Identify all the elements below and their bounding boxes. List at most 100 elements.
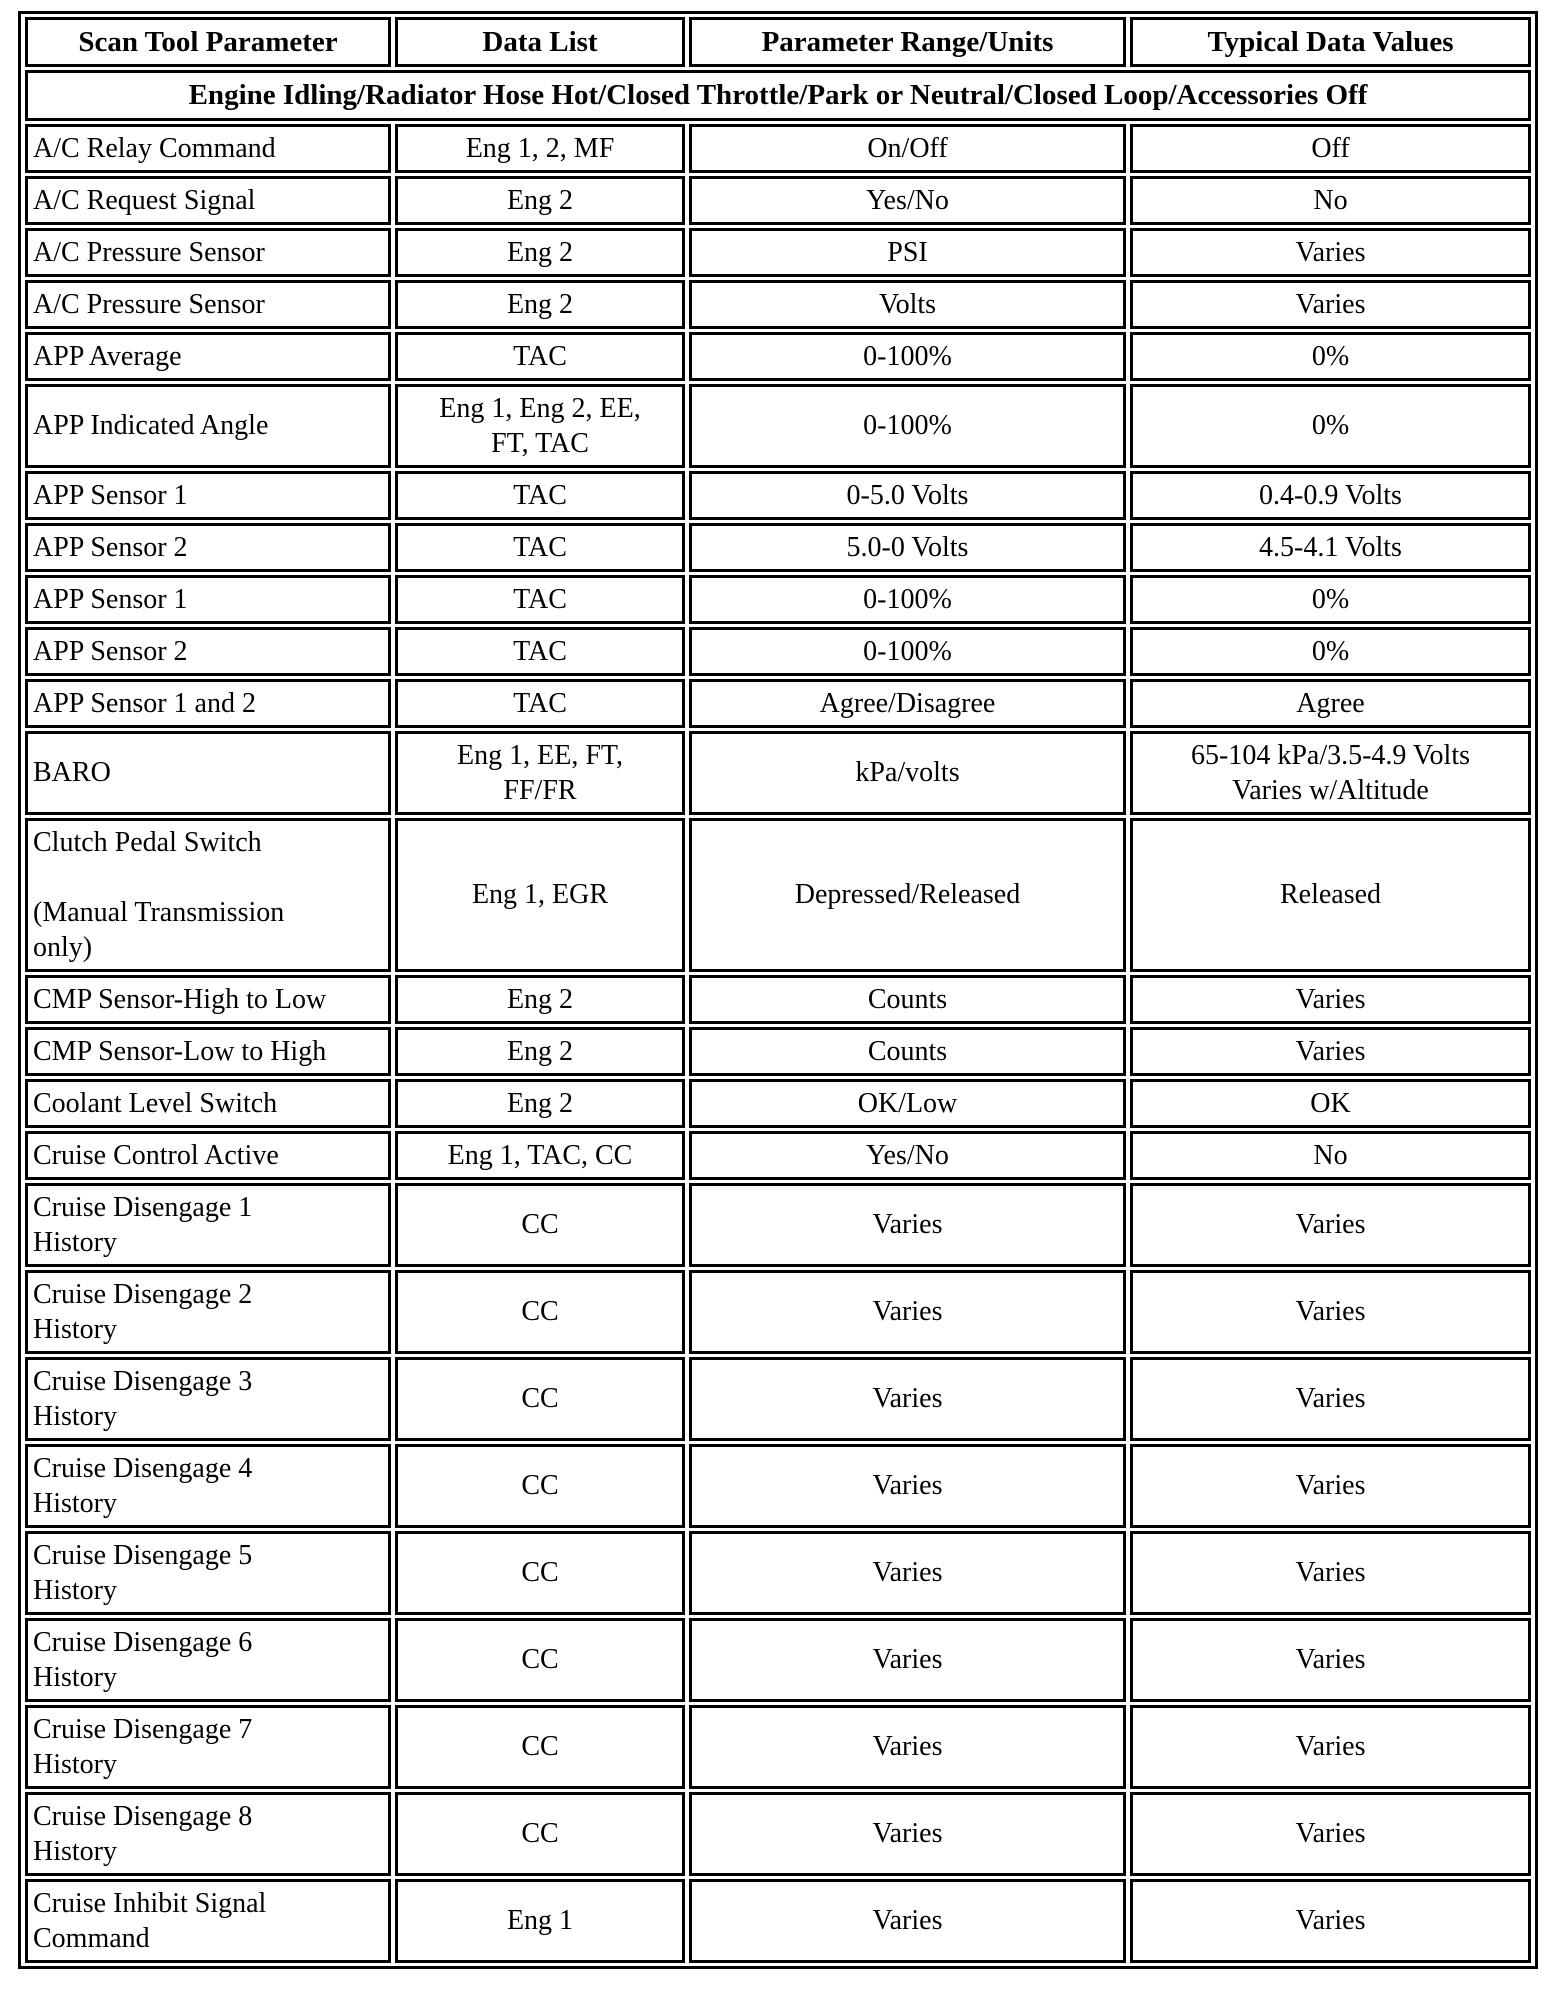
typical-cell: Varies — [1130, 1182, 1531, 1267]
data-list-cell: CC — [395, 1443, 685, 1528]
range-cell: 0-100% — [689, 574, 1126, 624]
range-cell: On/Off — [689, 123, 1126, 173]
header-row: Scan Tool Parameter Data List Parameter … — [25, 17, 1531, 68]
data-list-cell: TAC — [395, 574, 685, 624]
range-cell: Varies — [689, 1182, 1126, 1267]
data-list-cell: CC — [395, 1356, 685, 1441]
table-row: Cruise Disengage 7 History CC Varies Var… — [25, 1704, 1531, 1789]
range-cell: Varies — [689, 1269, 1126, 1354]
param-cell: Cruise Disengage 4 History — [25, 1443, 391, 1528]
table-row: Cruise Disengage 8 History CC Varies Var… — [25, 1791, 1531, 1876]
data-list-cell: Eng 2 — [395, 1078, 685, 1128]
data-list-cell: Eng 1, TAC, CC — [395, 1130, 685, 1180]
data-list-cell: TAC — [395, 522, 685, 572]
param-cell: APP Indicated Angle — [25, 383, 391, 468]
table-row: APP Sensor 1 TAC 0-5.0 Volts 0.4-0.9 Vol… — [25, 470, 1531, 520]
range-cell: Yes/No — [689, 1130, 1126, 1180]
typical-cell: 0% — [1130, 626, 1531, 676]
param-cell: Coolant Level Switch — [25, 1078, 391, 1128]
table-body: Scan Tool Parameter Data List Parameter … — [25, 17, 1531, 1963]
param-cell: Cruise Disengage 3 History — [25, 1356, 391, 1441]
range-cell: Varies — [689, 1878, 1126, 1963]
typical-cell: Varies — [1130, 1791, 1531, 1876]
param-cell: Cruise Disengage 8 History — [25, 1791, 391, 1876]
typical-cell: Varies — [1130, 1443, 1531, 1528]
param-cell: Cruise Disengage 6 History — [25, 1617, 391, 1702]
range-cell: Counts — [689, 1026, 1126, 1076]
param-cell: Cruise Disengage 7 History — [25, 1704, 391, 1789]
data-list-cell: Eng 2 — [395, 227, 685, 277]
typical-cell: No — [1130, 1130, 1531, 1180]
param-cell: A/C Relay Command — [25, 123, 391, 173]
range-cell: kPa/volts — [689, 730, 1126, 815]
table-row: Cruise Disengage 3 History CC Varies Var… — [25, 1356, 1531, 1441]
typical-cell: Varies — [1130, 974, 1531, 1024]
range-cell: PSI — [689, 227, 1126, 277]
param-cell: APP Sensor 1 and 2 — [25, 678, 391, 728]
typical-cell: 0% — [1130, 383, 1531, 468]
typical-cell: Varies — [1130, 1704, 1531, 1789]
data-list-cell: TAC — [395, 678, 685, 728]
typical-cell: 0% — [1130, 574, 1531, 624]
table-row: Clutch Pedal Switch (Manual Transmission… — [25, 817, 1531, 972]
data-list-cell: TAC — [395, 626, 685, 676]
range-cell: Volts — [689, 279, 1126, 329]
typical-cell: No — [1130, 175, 1531, 225]
table-row: Cruise Control Active Eng 1, TAC, CC Yes… — [25, 1130, 1531, 1180]
table-row: CMP Sensor-Low to High Eng 2 Counts Vari… — [25, 1026, 1531, 1076]
typical-cell: Varies — [1130, 227, 1531, 277]
typical-cell: Varies — [1130, 1878, 1531, 1963]
range-cell: Varies — [689, 1530, 1126, 1615]
typical-cell: Varies — [1130, 1026, 1531, 1076]
typical-cell: Varies — [1130, 1356, 1531, 1441]
condition-banner-row: Engine Idling/Radiator Hose Hot/Closed T… — [25, 70, 1531, 121]
data-list-cell: TAC — [395, 331, 685, 381]
typical-cell: OK — [1130, 1078, 1531, 1128]
table-row: APP Sensor 1 and 2 TAC Agree/Disagree Ag… — [25, 678, 1531, 728]
data-list-cell: Eng 2 — [395, 1026, 685, 1076]
range-cell: Varies — [689, 1356, 1126, 1441]
param-cell: CMP Sensor-Low to High — [25, 1026, 391, 1076]
typical-cell: Off — [1130, 123, 1531, 173]
col-header-data-list: Data List — [395, 17, 685, 68]
table-row: Cruise Disengage 2 History CC Varies Var… — [25, 1269, 1531, 1354]
param-cell: CMP Sensor-High to Low — [25, 974, 391, 1024]
range-cell: Varies — [689, 1704, 1126, 1789]
col-header-parameter: Scan Tool Parameter — [25, 17, 391, 68]
table-row: APP Indicated Angle Eng 1, Eng 2, EE, FT… — [25, 383, 1531, 468]
data-list-cell: CC — [395, 1704, 685, 1789]
data-list-cell: CC — [395, 1617, 685, 1702]
data-list-cell: Eng 1, 2, MF — [395, 123, 685, 173]
range-cell: 0-100% — [689, 383, 1126, 468]
param-cell: Clutch Pedal Switch (Manual Transmission… — [25, 817, 391, 972]
typical-cell: Varies — [1130, 1617, 1531, 1702]
data-list-cell: CC — [395, 1269, 685, 1354]
param-cell: A/C Pressure Sensor — [25, 279, 391, 329]
col-header-typical-values: Typical Data Values — [1130, 17, 1531, 68]
data-list-cell: CC — [395, 1182, 685, 1267]
typical-cell: 4.5-4.1 Volts — [1130, 522, 1531, 572]
table-row: A/C Relay Command Eng 1, 2, MF On/Off Of… — [25, 123, 1531, 173]
typical-cell: Varies — [1130, 1530, 1531, 1615]
table-row: Cruise Inhibit Signal Command Eng 1 Vari… — [25, 1878, 1531, 1963]
data-list-cell: CC — [395, 1791, 685, 1876]
range-cell: 0-100% — [689, 331, 1126, 381]
param-cell: BARO — [25, 730, 391, 815]
param-cell: APP Sensor 2 — [25, 522, 391, 572]
table-row: APP Sensor 1 TAC 0-100% 0% — [25, 574, 1531, 624]
range-cell: 0-100% — [689, 626, 1126, 676]
table-row: APP Sensor 2 TAC 5.0-0 Volts 4.5-4.1 Vol… — [25, 522, 1531, 572]
data-list-cell: Eng 2 — [395, 175, 685, 225]
table-row: CMP Sensor-High to Low Eng 2 Counts Vari… — [25, 974, 1531, 1024]
param-cell: APP Sensor 1 — [25, 574, 391, 624]
param-cell: APP Sensor 2 — [25, 626, 391, 676]
table-row: Cruise Disengage 1 History CC Varies Var… — [25, 1182, 1531, 1267]
range-cell: Depressed/Released — [689, 817, 1126, 972]
param-cell: APP Sensor 1 — [25, 470, 391, 520]
param-cell: A/C Pressure Sensor — [25, 227, 391, 277]
typical-cell: 65-104 kPa/3.5-4.9 Volts Varies w/Altitu… — [1130, 730, 1531, 815]
data-list-cell: Eng 1, EE, FT, FF/FR — [395, 730, 685, 815]
range-cell: 5.0-0 Volts — [689, 522, 1126, 572]
param-cell: A/C Request Signal — [25, 175, 391, 225]
range-cell: Agree/Disagree — [689, 678, 1126, 728]
